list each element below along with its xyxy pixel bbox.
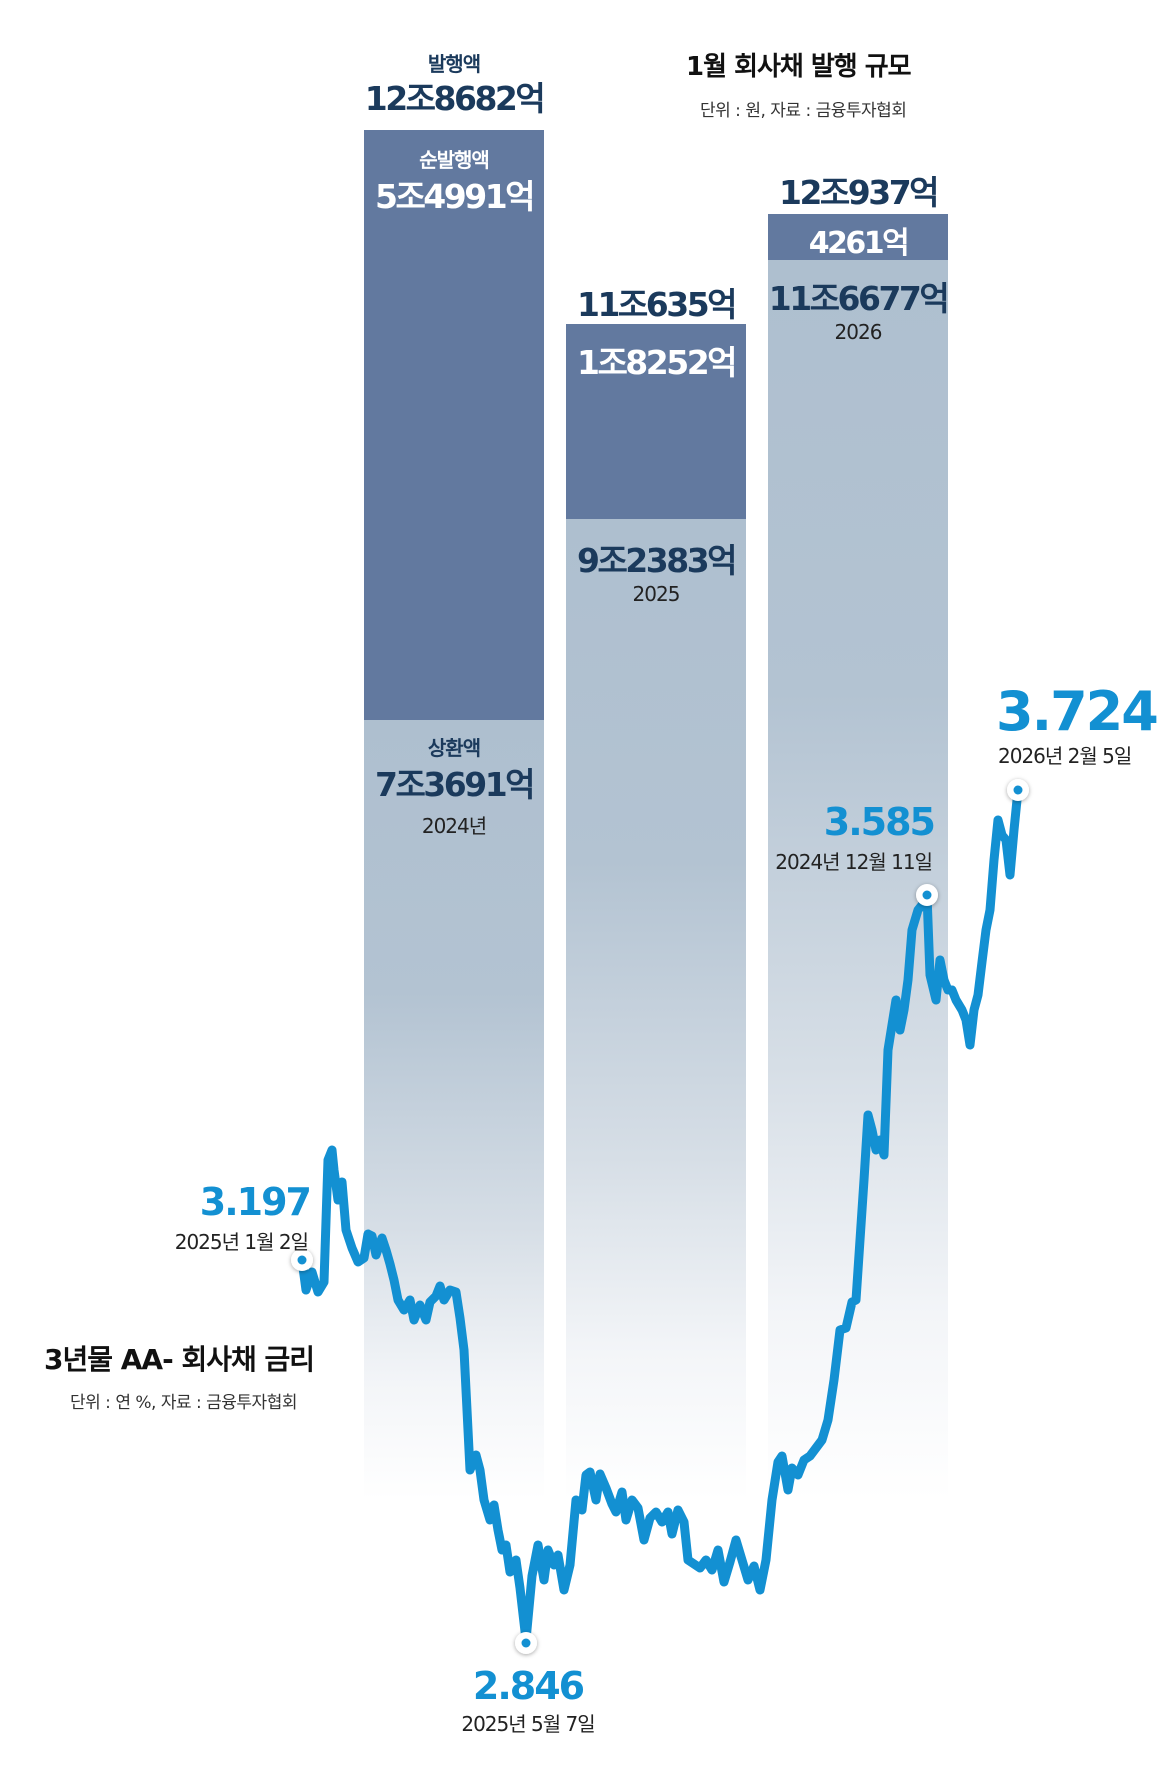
annotation-peak-value: 3.585 [823,800,936,844]
bar-2025-net-segment [566,324,746,519]
bar-2024: 순발행액 5조4991억 상환액 7조3691억 2024년 [364,130,544,1500]
annotation-peak-date: 2024년 12월 11일 [775,850,933,874]
bar-chart-subtitle: 단위 : 원, 자료 : 금융투자협회 [700,101,907,121]
marker-min [515,1632,537,1654]
marker-peak [916,884,938,906]
redemption-2024: 7조3691억 [374,765,536,804]
net-issuance-2025: 1조8252억 [576,343,738,382]
bar-2024-net-segment [364,130,544,720]
marker-end [1007,779,1029,801]
issuance-total-2024: 12조8682억 [364,79,546,118]
year-label-2024: 2024년 [421,814,487,838]
net-issuance-2026: 4261억 [808,226,910,261]
issuance-total-2026: 12조937억 [778,173,940,212]
net-caption: 순발행액 [419,148,490,172]
bar-2025-redemption-segment [566,519,746,1500]
redemption-2025: 9조2383억 [576,541,738,580]
annotation-start-value: 3.197 [199,1180,312,1224]
annotation-end-value: 3.724 [996,680,1159,743]
marker-start [291,1249,313,1271]
year-label-2025: 2025 [632,582,681,606]
bar-2025: 1조8252억 9조2383억 2025 [566,324,746,1500]
redemption-caption: 상환액 [427,736,481,760]
annotation-start-date: 2025년 1월 2일 [174,1230,309,1254]
annotation-min-value: 2.846 [472,1664,585,1708]
bar-2024-redemption-segment [364,720,544,1500]
issuance-total-2025: 11조635억 [576,285,738,324]
issuance-caption: 발행액 [427,52,481,76]
year-label-2026: 2026 [834,320,883,344]
annotation-end-date: 2026년 2월 5일 [998,744,1132,768]
annotation-min-date: 2025년 5월 7일 [461,1712,595,1736]
line-chart-title: 3년물 AA- 회사채 금리 [44,1343,315,1376]
rate-line [297,785,1023,1645]
bar-chart-title: 1월 회사채 발행 규모 [686,52,912,82]
net-issuance-2024: 5조4991억 [374,177,536,216]
bar-2026-net-segment [768,214,948,260]
line-chart-subtitle: 단위 : 연 %, 자료 : 금융투자협회 [70,1393,297,1413]
redemption-2026: 11조6677억 [768,279,950,318]
